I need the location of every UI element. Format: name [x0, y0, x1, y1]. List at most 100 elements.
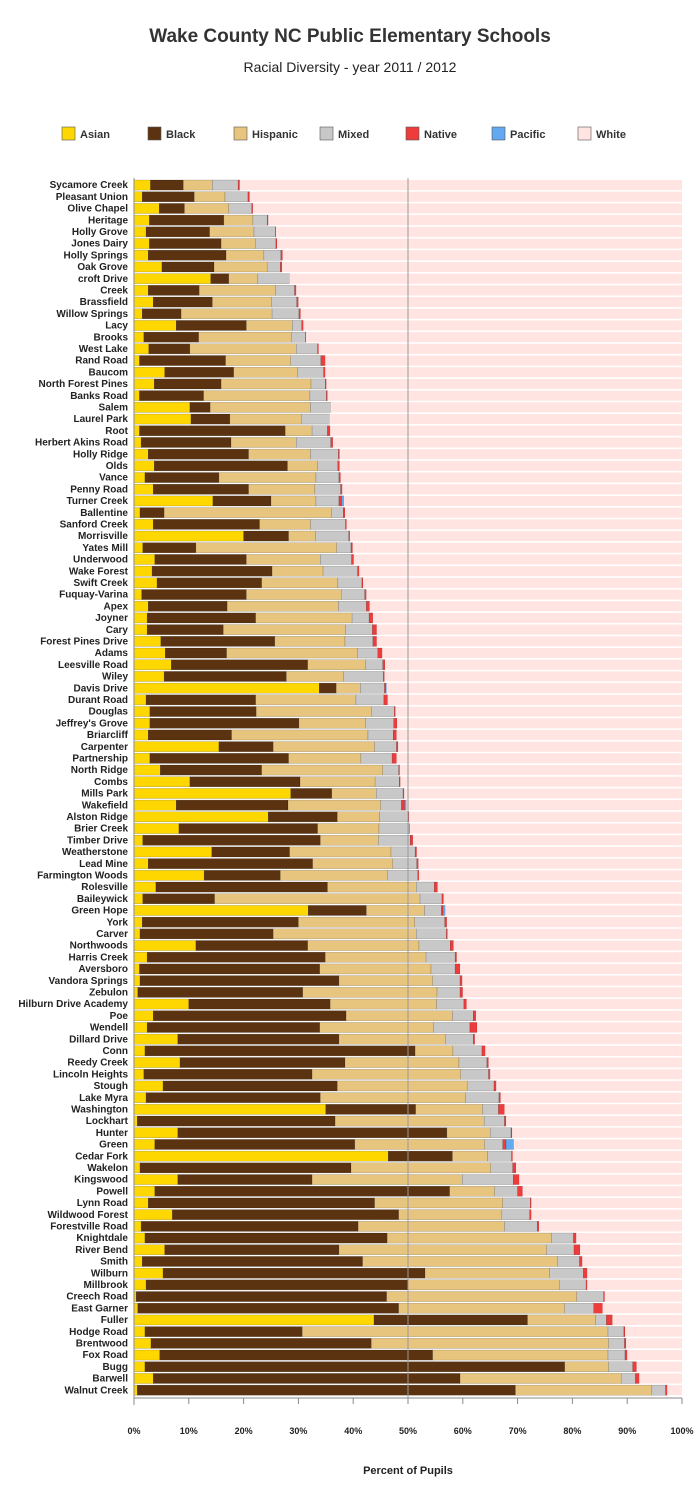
bar-segment-carpenter-native — [396, 741, 399, 752]
bar-segment-wildwood-forest-white — [531, 1209, 682, 1220]
bar-segment-jeffrey-s-grove-black — [149, 718, 300, 729]
bar-segment-zebulon-asian — [133, 987, 139, 998]
bar-segment-fox-road-black — [159, 1349, 433, 1361]
bar-segment-banks-road-asian — [133, 390, 140, 401]
bar-segment-lockhart-mixed — [483, 1115, 505, 1127]
bar-segment-harris-creek-black — [146, 952, 326, 963]
category-label-jeffrey-s-grove: Jeffrey's Grove — [56, 718, 129, 729]
bar-segment-west-lake-native — [317, 343, 319, 355]
bar-segment-knightdale-mixed — [551, 1232, 574, 1244]
bar-segment-swift-creek-mixed — [337, 577, 363, 589]
category-label-north-ridge: North Ridge — [71, 765, 129, 776]
bar-segment-green-black — [154, 1139, 356, 1150]
legend: Asian Black Hispanic Mixed Native Pacific Whit… — [61, 126, 626, 141]
bar-segment-vance-black — [144, 472, 220, 483]
bar-segment-east-garner-mixed — [564, 1302, 594, 1314]
bar-segment-heritage-hispanic — [223, 214, 254, 226]
bar-segment-morrisville-hispanic — [288, 530, 316, 542]
bar-segment-brassfield-native — [296, 296, 299, 308]
category-label-york: York — [107, 917, 129, 928]
bar-segment-wake-forest-asian — [133, 565, 153, 577]
bar-segment-fox-road-hispanic — [432, 1349, 609, 1361]
bar-segment-hunter-hispanic — [446, 1127, 491, 1138]
category-label-olive-chapel: Olive Chapel — [67, 204, 128, 215]
legend-swatch-asian — [61, 126, 76, 141]
bar-segment-heritage-black — [149, 214, 225, 226]
bar-segment-salem-mixed — [310, 402, 331, 413]
bar-segment-partnership-mixed — [360, 753, 393, 764]
bar-segment-walnut-creek-white — [667, 1385, 682, 1396]
bar-segment-croft-drive-hispanic — [228, 273, 259, 284]
bar-segment-turner-creek-hispanic — [270, 495, 317, 507]
bar-segment-fuquay-varina-black — [141, 589, 247, 600]
bar-segment-holly-ridge-hispanic — [248, 448, 311, 460]
bar-segment-brier-creek-white — [409, 823, 682, 834]
bar-segment-conn-hispanic — [414, 1045, 454, 1057]
category-label-wildwood-forest: Wildwood Forest — [48, 1210, 129, 1221]
bar-segment-northwoods-native — [450, 940, 454, 951]
bar-segment-york-hispanic — [298, 916, 415, 928]
bar-segment-wakelon-asian — [133, 1162, 141, 1174]
bar-segment-reedy-creek-black — [179, 1057, 346, 1068]
bar-segment-sanford-creek-native — [345, 519, 347, 530]
category-label-kingswood: Kingswood — [74, 1175, 128, 1186]
bar-segment-dillard-drive-black — [177, 1033, 340, 1045]
category-label-wendell: Wendell — [90, 1023, 128, 1034]
bar-segment-laurel-park-white — [329, 414, 682, 425]
bar-segment-underwood-black — [154, 554, 247, 565]
bar-segment-bugg-hispanic — [564, 1361, 609, 1372]
bar-segment-alston-ridge-native — [408, 811, 410, 823]
bar-row-herbert-akins-road — [133, 437, 682, 448]
bar-segment-brassfield-asian — [133, 296, 154, 308]
bar-segment-apex-white — [369, 601, 682, 612]
bar-segment-lacy-hispanic — [246, 320, 293, 331]
bar-segment-durant-road-asian — [133, 694, 147, 706]
bar-segment-millbrook-hispanic — [407, 1279, 560, 1291]
bar-segment-powell-white — [522, 1186, 682, 1197]
bar-segment-harris-creek-native — [454, 952, 457, 963]
bar-segment-jones-dairy-black — [149, 238, 222, 249]
legend-item-white: White — [577, 126, 626, 141]
bar-segment-green-native — [502, 1139, 507, 1150]
category-label-brier-creek: Brier Creek — [74, 824, 128, 835]
bar-segment-ballentine-hispanic — [163, 507, 332, 518]
bar-segment-bugg-mixed — [608, 1361, 633, 1372]
bar-segment-wakefield-pacific — [404, 799, 407, 811]
bar-row-forestville-road — [133, 1221, 682, 1232]
bar-segment-fuller-mixed — [595, 1314, 607, 1326]
bar-segment-brooks-hispanic — [198, 331, 292, 343]
bar-segment-brier-creek-black — [178, 823, 318, 834]
bar-segment-mills-park-black — [290, 788, 333, 799]
bar-segment-oak-grove-white — [281, 261, 682, 272]
bar-segment-northwoods-asian — [133, 940, 197, 951]
bar-segment-kingswood-white — [519, 1174, 682, 1185]
bar-segment-forest-pines-drive-hispanic — [274, 636, 346, 647]
bar-segment-mills-park-native — [402, 788, 405, 799]
bar-segment-fuquay-varina-hispanic — [246, 589, 342, 600]
bar-segment-vandora-springs-mixed — [432, 975, 461, 986]
bar-segment-adams-black — [165, 647, 227, 659]
bar-segment-mills-park-mixed — [376, 788, 404, 799]
bar-segment-pleasant-union-native — [247, 191, 250, 202]
bar-row-alston-ridge — [133, 811, 682, 823]
bar-segment-olds-hispanic — [287, 460, 318, 472]
bar-segment-yates-mill-native — [350, 542, 353, 554]
bar-segment-wakefield-hispanic — [287, 799, 381, 811]
legend-item-black: Black — [147, 126, 196, 141]
bar-segment-root-black — [139, 425, 286, 437]
bar-segment-pleasant-union-asian — [133, 191, 143, 202]
bar-row-pleasant-union — [133, 191, 682, 202]
bar-segment-heritage-mixed — [252, 214, 268, 226]
category-label-herbert-akins-road: Herbert Akins Road — [35, 438, 128, 449]
legend-swatch-mixed — [319, 126, 334, 141]
bar-segment-bugg-native — [632, 1361, 637, 1372]
bar-segment-brooks-native — [305, 331, 307, 343]
bar-segment-baucom-asian — [133, 367, 165, 378]
category-label-brooks: Brooks — [94, 332, 129, 343]
bar-segment-carver-asian — [133, 928, 141, 940]
bar-segment-yates-mill-hispanic — [195, 542, 337, 554]
bar-segment-carver-hispanic — [272, 928, 417, 940]
bar-row-mills-park — [133, 788, 682, 799]
bar-segment-holly-ridge-mixed — [310, 448, 339, 460]
bar-row-banks-road — [133, 390, 682, 401]
